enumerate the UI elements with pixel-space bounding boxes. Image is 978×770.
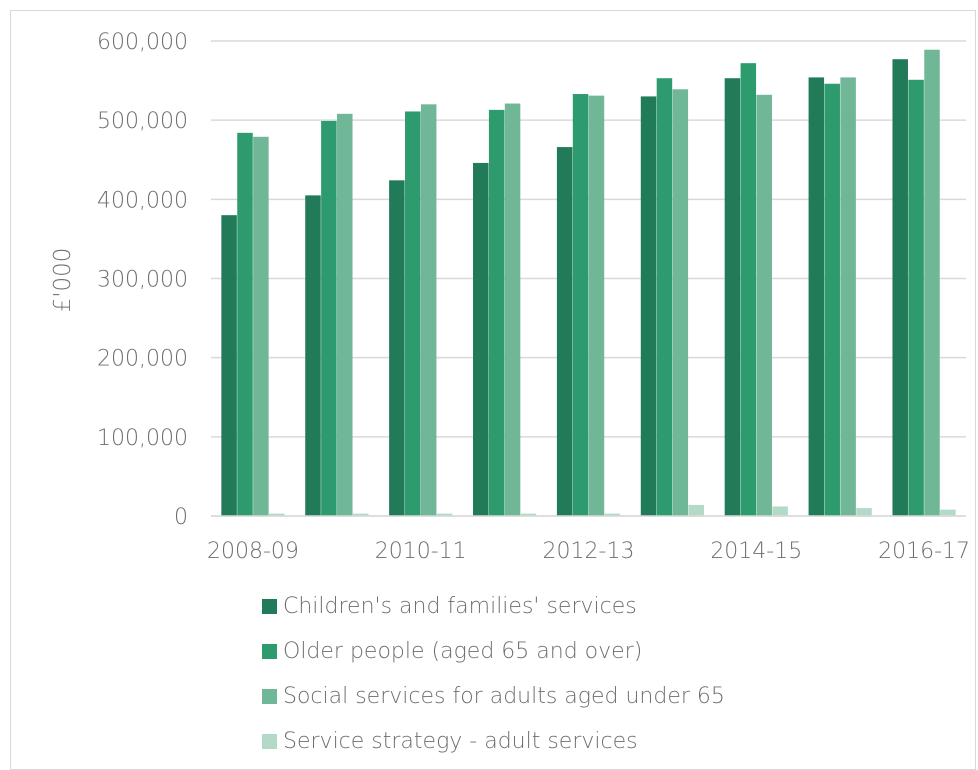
y-axis-tick-labels: 0 100,000 200,000 300,000 400,000 500,000 600,… <box>97 30 188 530</box>
bar-2011-12-series-4 <box>520 513 537 517</box>
bar-2009-10-series-4 <box>352 513 369 517</box>
bar-2012-13-series-4 <box>604 513 621 517</box>
legend-swatch <box>262 689 277 704</box>
bar-2015-16-series-1 <box>808 77 825 517</box>
bar-2010-11-series-2 <box>405 111 421 517</box>
bar-2014-15-series-1 <box>724 78 741 517</box>
bar-2016-17-series-2 <box>908 79 924 516</box>
legend-label: Social services for adults aged under 65 <box>283 684 725 709</box>
legend-item: Service strategy - adult services <box>262 719 725 764</box>
legend-label: Service strategy - adult services <box>283 729 638 754</box>
x-tick-label: 2010-11 <box>375 539 467 564</box>
y-tick-label: 500,000 <box>97 109 188 134</box>
bar-2014-15-series-2 <box>740 63 757 517</box>
x-tick-label: 2014-15 <box>710 539 802 564</box>
bar-2009-10-series-2 <box>321 120 337 517</box>
bar-2015-16-series-2 <box>824 83 840 516</box>
legend-item: Older people (aged 65 and over) <box>262 629 725 674</box>
bar-2012-13-series-1 <box>556 147 573 516</box>
bar-2013-14-series-2 <box>656 78 673 517</box>
bar-2016-17-series-1 <box>892 59 908 517</box>
y-tick-label: 300,000 <box>97 268 188 293</box>
legend-label: Older people (aged 65 and over) <box>283 639 643 664</box>
y-tick-label: 600,000 <box>97 30 188 55</box>
bar-2013-14-series-4 <box>688 504 704 516</box>
y-tick-label: 100,000 <box>97 426 188 451</box>
bar-2009-10-series-3 <box>337 113 353 516</box>
bar-2016-17-series-3 <box>924 49 940 517</box>
y-tick-label: 400,000 <box>97 188 188 213</box>
bar-2010-11-series-1 <box>389 180 405 516</box>
bar-2013-14-series-1 <box>640 96 657 517</box>
x-tick-label: 2016-17 <box>878 539 970 564</box>
y-axis-label: £'000 <box>50 248 76 313</box>
legend-item: Children's and families' services <box>262 584 725 629</box>
bar-2015-16-series-4 <box>856 508 872 516</box>
bar-2012-13-series-3 <box>588 95 605 517</box>
bar-2011-12-series-2 <box>488 109 505 517</box>
bar-2012-13-series-2 <box>572 94 589 516</box>
bar-2008-09-series-4 <box>269 513 285 517</box>
bar-2015-16-series-3 <box>840 77 856 517</box>
bar-2016-17-series-4 <box>940 509 956 516</box>
bar-2009-10-series-1 <box>305 195 321 517</box>
y-tick-label: 0 <box>174 505 188 530</box>
bar-2011-12-series-3 <box>504 103 521 516</box>
bars <box>211 49 966 517</box>
bar-2010-11-series-3 <box>420 104 437 516</box>
legend-swatch <box>262 599 277 614</box>
bar-2008-09-series-1 <box>221 215 237 517</box>
bar-2008-09-series-2 <box>237 132 253 516</box>
x-tick-label: 2012-13 <box>543 539 635 564</box>
legend-label: Children's and families' services <box>283 594 637 619</box>
bar-2013-14-series-3 <box>672 89 689 516</box>
bar-2011-12-series-1 <box>473 162 489 517</box>
bar-2010-11-series-4 <box>436 513 453 517</box>
bar-2014-15-series-4 <box>772 506 788 516</box>
bar-2008-09-series-3 <box>253 136 269 517</box>
legend-swatch <box>262 644 277 659</box>
x-tick-label: 2008-09 <box>207 539 299 564</box>
legend-item: Social services for adults aged under 65 <box>262 674 725 719</box>
bar-2014-15-series-3 <box>756 94 772 516</box>
x-axis-tick-labels: 2008-09 2010-11 2012-13 2014-15 2016-17 <box>207 539 970 564</box>
legend: Children's and families' services Older p… <box>262 584 725 764</box>
legend-swatch <box>262 734 277 749</box>
y-tick-label: 200,000 <box>97 347 188 372</box>
